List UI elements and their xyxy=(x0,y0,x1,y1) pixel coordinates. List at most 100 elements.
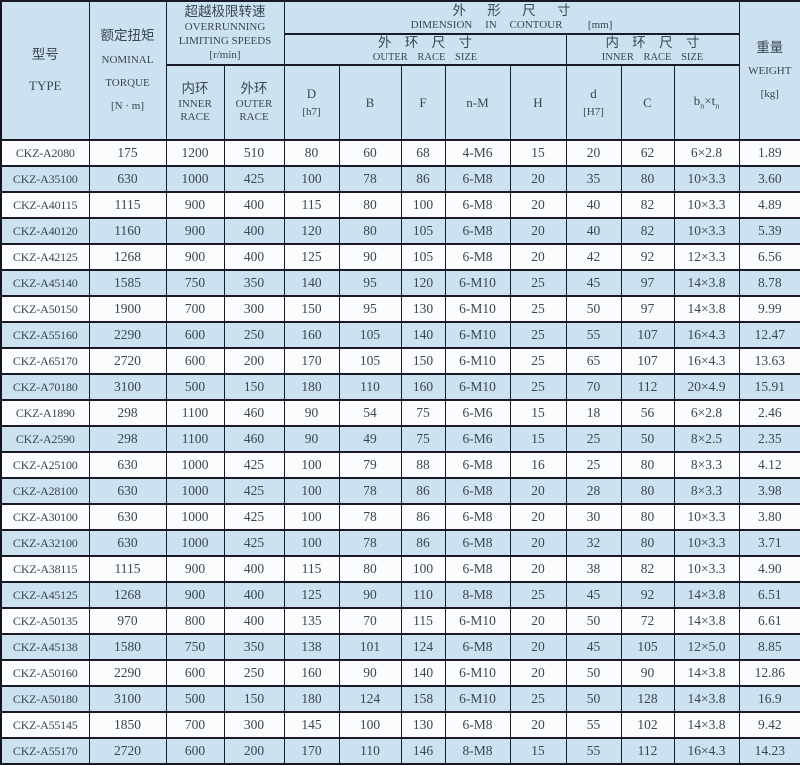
value-cell: 600 xyxy=(166,322,224,348)
value-cell: 15 xyxy=(510,738,566,764)
header-speeds-en2: LIMITING SPEEDS xyxy=(167,35,284,49)
header-speeds-cn: 超越极限转速 xyxy=(167,4,284,21)
value-cell: 135 xyxy=(284,608,339,634)
value-cell: 1850 xyxy=(89,712,166,738)
value-cell: 8×2.5 xyxy=(674,426,739,452)
value-cell: 6-M6 xyxy=(445,400,510,426)
value-cell: 100 xyxy=(401,192,445,218)
header-col-bxt: bn×tn xyxy=(674,65,739,140)
header-inner-race-cn: 内环 xyxy=(167,81,224,98)
value-cell: 70 xyxy=(566,374,621,400)
value-cell: 14×3.8 xyxy=(674,686,739,712)
value-cell: 65 xyxy=(566,348,621,374)
value-cell: 100 xyxy=(284,478,339,504)
value-cell: 110 xyxy=(339,374,401,400)
value-cell: 6-M8 xyxy=(445,530,510,556)
value-cell: 25 xyxy=(510,686,566,712)
model-cell: CKZ-A70180 xyxy=(1,374,89,400)
value-cell: 300 xyxy=(224,296,284,322)
value-cell: 6-M10 xyxy=(445,660,510,686)
value-cell: 8×3.3 xyxy=(674,478,739,504)
value-cell: 900 xyxy=(166,244,224,270)
value-cell: 42 xyxy=(566,244,621,270)
value-cell: 79 xyxy=(339,452,401,478)
value-cell: 600 xyxy=(166,738,224,764)
value-cell: 6.51 xyxy=(739,582,800,608)
value-cell: 6-M8 xyxy=(445,634,510,660)
value-cell: 124 xyxy=(401,634,445,660)
value-cell: 130 xyxy=(401,296,445,322)
value-cell: 1580 xyxy=(89,634,166,660)
value-cell: 9.99 xyxy=(739,296,800,322)
value-cell: 60 xyxy=(339,140,401,166)
header-dimension: 外 形 尺 寸 DIMENSION IN CONTOUR [mm] xyxy=(284,1,739,34)
value-cell: 49 xyxy=(339,426,401,452)
value-cell: 170 xyxy=(284,348,339,374)
value-cell: 138 xyxy=(284,634,339,660)
header-inner-race-size-en: INNER RACE SIZE xyxy=(567,52,739,65)
value-cell: 500 xyxy=(166,686,224,712)
value-cell: 630 xyxy=(89,166,166,192)
value-cell: 35 xyxy=(566,166,621,192)
value-cell: 115 xyxy=(284,556,339,582)
value-cell: 10×3.3 xyxy=(674,218,739,244)
value-cell: 105 xyxy=(401,218,445,244)
model-cell: CKZ-A38115 xyxy=(1,556,89,582)
value-cell: 78 xyxy=(339,530,401,556)
value-cell: 86 xyxy=(401,504,445,530)
value-cell: 425 xyxy=(224,530,284,556)
value-cell: 25 xyxy=(566,452,621,478)
value-cell: 10×3.3 xyxy=(674,504,739,530)
value-cell: 82 xyxy=(621,218,674,244)
model-cell: CKZ-A65170 xyxy=(1,348,89,374)
value-cell: 80 xyxy=(339,192,401,218)
value-cell: 32 xyxy=(566,530,621,556)
value-cell: 400 xyxy=(224,244,284,270)
header-speeds-en1: OVERRUNNING xyxy=(167,21,284,35)
header-inner-race: 内环 INNER RACE xyxy=(166,65,224,140)
model-cell: CKZ-A50160 xyxy=(1,660,89,686)
value-cell: 20×4.9 xyxy=(674,374,739,400)
model-cell: CKZ-A55145 xyxy=(1,712,89,738)
value-cell: 1160 xyxy=(89,218,166,244)
value-cell: 50 xyxy=(621,426,674,452)
value-cell: 130 xyxy=(401,712,445,738)
value-cell: 25 xyxy=(510,374,566,400)
value-cell: 25 xyxy=(510,296,566,322)
value-cell: 10×3.3 xyxy=(674,166,739,192)
value-cell: 80 xyxy=(339,556,401,582)
model-cell: CKZ-A50135 xyxy=(1,608,89,634)
value-cell: 9.42 xyxy=(739,712,800,738)
value-cell: 6-M8 xyxy=(445,452,510,478)
value-cell: 107 xyxy=(621,348,674,374)
header-weight-unit: [kg] xyxy=(740,88,800,102)
value-cell: 6.61 xyxy=(739,608,800,634)
header-col-F: F xyxy=(401,65,445,140)
header-inner-race-size-cn: 内 环 尺 寸 xyxy=(567,35,739,52)
value-cell: 4-M6 xyxy=(445,140,510,166)
model-cell: CKZ-A30100 xyxy=(1,504,89,530)
header-col-D-unit: [h7] xyxy=(285,106,339,120)
value-cell: 105 xyxy=(339,348,401,374)
value-cell: 125 xyxy=(284,582,339,608)
value-cell: 110 xyxy=(339,738,401,764)
value-cell: 90 xyxy=(284,400,339,426)
value-cell: 3.71 xyxy=(739,530,800,556)
value-cell: 4.90 xyxy=(739,556,800,582)
value-cell: 1.89 xyxy=(739,140,800,166)
header-col-D: D [h7] xyxy=(284,65,339,140)
header-dimension-en: DIMENSION IN CONTOUR [mm] xyxy=(285,19,739,32)
value-cell: 750 xyxy=(166,634,224,660)
value-cell: 112 xyxy=(621,738,674,764)
value-cell: 107 xyxy=(621,322,674,348)
